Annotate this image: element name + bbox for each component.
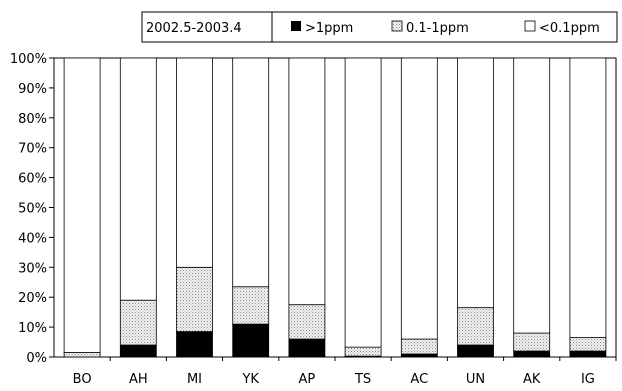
x-tick-label: UN — [466, 372, 485, 387]
y-tick-label: 60% — [18, 172, 47, 187]
bar-segment-lt01ppm — [176, 57, 213, 268]
legend: 2002.5-2003.4 >1ppm 0.1-1ppm <0.1ppm — [141, 11, 618, 43]
bar-segment-gt1ppm — [457, 344, 494, 358]
y-tick-label: 70% — [18, 142, 47, 157]
bar-segment-01-1ppm — [344, 346, 382, 357]
bar-segment-01-1ppm — [288, 304, 326, 340]
bar-segment-01-1ppm — [457, 307, 494, 346]
y-axis: 0% 10% 20% 30% 40% 50% 60% 70% 80% 90% 100% — [10, 52, 54, 366]
bar-segment-gt1ppm — [232, 323, 270, 358]
legend-label-01-1ppm: 0.1-1ppm — [406, 21, 469, 36]
x-tick-label: BO — [73, 372, 92, 387]
x-tick-label: TS — [354, 372, 371, 387]
x-tick-label: AP — [299, 372, 316, 387]
x-tick-label: AC — [410, 372, 428, 387]
x-tick-label: YK — [241, 372, 259, 387]
bar-segment-gt1ppm — [513, 350, 551, 358]
bar-segment-lt01ppm — [63, 57, 101, 353]
bar-segment-01-1ppm — [63, 352, 101, 358]
legend-label-gt1ppm: >1ppm — [305, 21, 353, 36]
legend-swatch-gt1ppm — [291, 21, 301, 31]
x-tick-label: AH — [129, 372, 148, 387]
bar-segment-01-1ppm — [569, 337, 607, 352]
bar-segment-lt01ppm — [288, 57, 326, 306]
legend-period-label: 2002.5-2003.4 — [146, 21, 242, 36]
y-tick-label: 0% — [26, 351, 47, 366]
y-tick-label: 80% — [18, 112, 47, 127]
bar-segment-gt1ppm — [569, 350, 607, 358]
plot-area — [53, 57, 617, 358]
bar-segment-lt01ppm — [400, 57, 438, 340]
bar-segment-lt01ppm — [232, 57, 270, 288]
bar-segment-lt01ppm — [569, 57, 607, 338]
y-tick-label: 10% — [18, 321, 47, 336]
legend-box — [141, 11, 618, 43]
bar-segment-01-1ppm — [400, 338, 438, 355]
x-tick-label: IG — [581, 372, 595, 387]
bar-segment-01-1ppm — [176, 266, 213, 332]
legend-swatch-lt01ppm — [524, 20, 536, 32]
bar-segment-01-1ppm — [232, 286, 270, 325]
y-tick-label: 50% — [18, 202, 47, 217]
y-tick-label: 30% — [18, 261, 47, 276]
bar-segment-gt1ppm — [288, 338, 326, 358]
legend-swatch-01-1ppm — [391, 20, 403, 32]
bar-segment-gt1ppm — [119, 344, 157, 358]
x-tick-label: AK — [523, 372, 541, 387]
y-tick-label: 100% — [10, 52, 47, 67]
bar-segment-lt01ppm — [457, 57, 494, 309]
bar-segment-lt01ppm — [513, 57, 551, 334]
bar-segment-gt1ppm — [176, 331, 213, 358]
bar-segment-gt1ppm — [400, 353, 438, 358]
bar-segment-01-1ppm — [119, 299, 157, 346]
y-tick-label: 90% — [18, 82, 47, 97]
bar-segment-lt01ppm — [119, 57, 157, 301]
x-axis: BO AH MI YK AP TS AC UN AK IG — [73, 357, 617, 387]
legend-label-lt01ppm: <0.1ppm — [539, 21, 600, 36]
x-tick-label: MI — [187, 372, 202, 387]
bar-segment-lt01ppm — [344, 57, 382, 348]
y-tick-label: 40% — [18, 231, 47, 246]
bar-segment-01-1ppm — [513, 332, 551, 352]
y-tick-label: 20% — [18, 291, 47, 306]
